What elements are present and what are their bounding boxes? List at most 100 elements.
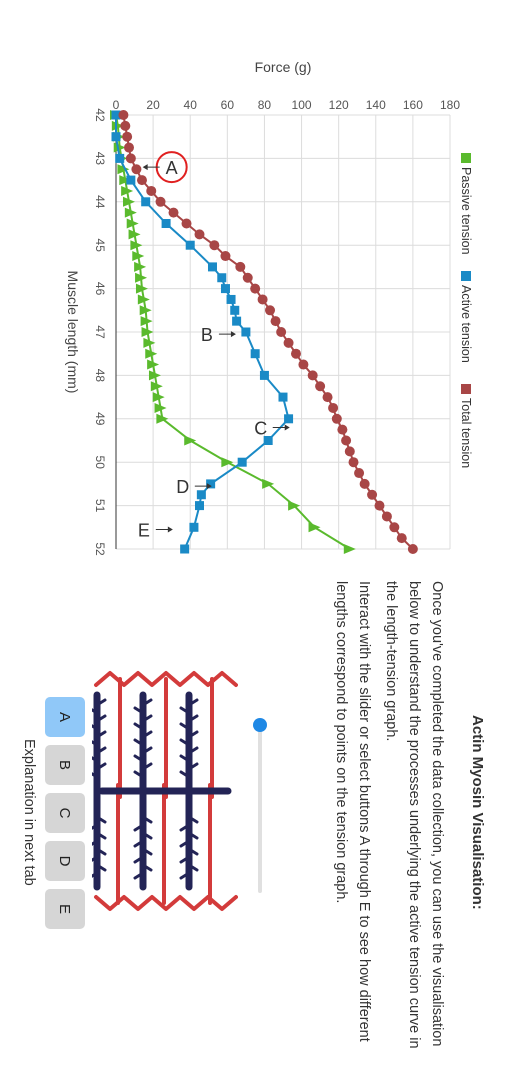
myosin-head: [92, 738, 99, 747]
myosin-head: [141, 746, 153, 755]
myosin-head: [187, 746, 199, 755]
myosin-head: [95, 746, 107, 755]
x-tick-label: 43: [93, 152, 107, 166]
data-point: [288, 500, 301, 511]
data-point: [220, 251, 231, 262]
data-point: [270, 316, 281, 327]
data-point: [136, 175, 147, 186]
data-point: [117, 164, 130, 175]
myosin-head: [179, 738, 191, 747]
legend-label: Passive tension: [459, 167, 473, 255]
data-point: [207, 262, 217, 272]
y-tick-label: 40: [184, 98, 198, 112]
myosin-head: [133, 706, 145, 715]
data-point: [184, 435, 197, 446]
myosin-head: [141, 730, 153, 739]
myosin-filaments: [93, 691, 193, 891]
myosin-head: [95, 847, 107, 856]
myosin-head: [95, 762, 107, 771]
x-tick-label: 45: [93, 239, 107, 253]
myosin-head: [133, 839, 145, 848]
data-point: [196, 490, 206, 500]
myosin-head: [92, 855, 99, 864]
data-point: [396, 533, 407, 544]
data-point: [407, 544, 418, 554]
data-point: [154, 402, 167, 413]
x-tick-label: 47: [93, 325, 107, 339]
data-point: [257, 294, 268, 305]
x-tick-label: 44: [93, 195, 107, 209]
data-point: [126, 175, 136, 185]
data-point: [337, 424, 348, 435]
data-point: [194, 229, 205, 240]
annotation-label: A: [166, 158, 178, 178]
myosin-head: [187, 847, 199, 856]
data-point: [150, 381, 163, 392]
myosin-head: [95, 714, 107, 723]
data-point: [140, 316, 153, 327]
data-point: [343, 544, 356, 554]
y-tick-label: 100: [292, 98, 312, 112]
data-point: [331, 413, 342, 424]
length-slider[interactable]: [253, 718, 267, 893]
data-point: [307, 370, 318, 381]
point-a-button[interactable]: A: [45, 697, 85, 737]
data-point: [217, 273, 227, 283]
data-point: [322, 392, 333, 403]
annotation-label: C: [254, 418, 267, 438]
myosin-head: [187, 815, 199, 824]
annotation-label: E: [138, 520, 150, 540]
actin-filaments-right: [116, 783, 212, 905]
data-point: [298, 359, 309, 370]
data-point: [126, 218, 139, 229]
data-point: [195, 501, 204, 511]
length-tension-chart: 0 20 40 60 80 100 120 140 160 180 42 43 44 45 46 47 48 49…: [65, 59, 473, 556]
data-point: [262, 478, 275, 489]
data-point: [241, 327, 251, 337]
myosin-head: [133, 754, 145, 763]
point-b-button[interactable]: B: [45, 745, 85, 785]
myosin-head: [187, 698, 199, 707]
data-point: [265, 305, 276, 316]
data-point: [315, 381, 326, 392]
data-point: [354, 468, 365, 479]
data-point: [328, 402, 339, 413]
data-point: [250, 283, 261, 294]
data-point: [237, 457, 247, 467]
data-point: [139, 305, 152, 316]
myosin-head: [141, 762, 153, 771]
myosin-head: [141, 815, 153, 824]
data-point: [156, 413, 169, 424]
legend-label: Total tension: [459, 398, 473, 468]
myosin-head: [179, 823, 191, 832]
y-axis-title: Force (g): [255, 59, 312, 75]
myosin-head: [133, 871, 145, 880]
data-point: [359, 478, 370, 489]
myosin-heads: [92, 698, 199, 880]
y-tick-label: 20: [146, 98, 160, 112]
slider-track[interactable]: [258, 725, 262, 893]
data-point: [374, 500, 385, 511]
legend-swatch-square: [461, 271, 471, 281]
arrow-icon-head: [142, 164, 148, 171]
sarcomere-diagram: [92, 671, 238, 911]
x-tick-label: 49: [93, 412, 107, 426]
myosin-head: [92, 770, 99, 779]
data-point: [119, 175, 132, 186]
slider-thumb[interactable]: [253, 718, 267, 732]
arrow-icon-head: [167, 526, 173, 533]
data-point: [130, 240, 143, 251]
point-e-button[interactable]: E: [45, 889, 85, 929]
myosin-head: [179, 754, 191, 763]
point-d-button[interactable]: D: [45, 841, 85, 881]
point-c-button[interactable]: C: [45, 793, 85, 833]
myosin-head: [92, 839, 99, 848]
data-point: [141, 197, 151, 207]
myosin-head: [187, 714, 199, 723]
x-axis-title: Muscle length (mm): [65, 271, 81, 394]
data-point: [242, 272, 253, 283]
data-point: [235, 261, 246, 272]
data-point: [189, 522, 199, 532]
panel-title: Actin Myosin Visualisation:: [469, 715, 486, 910]
data-point: [128, 229, 141, 240]
